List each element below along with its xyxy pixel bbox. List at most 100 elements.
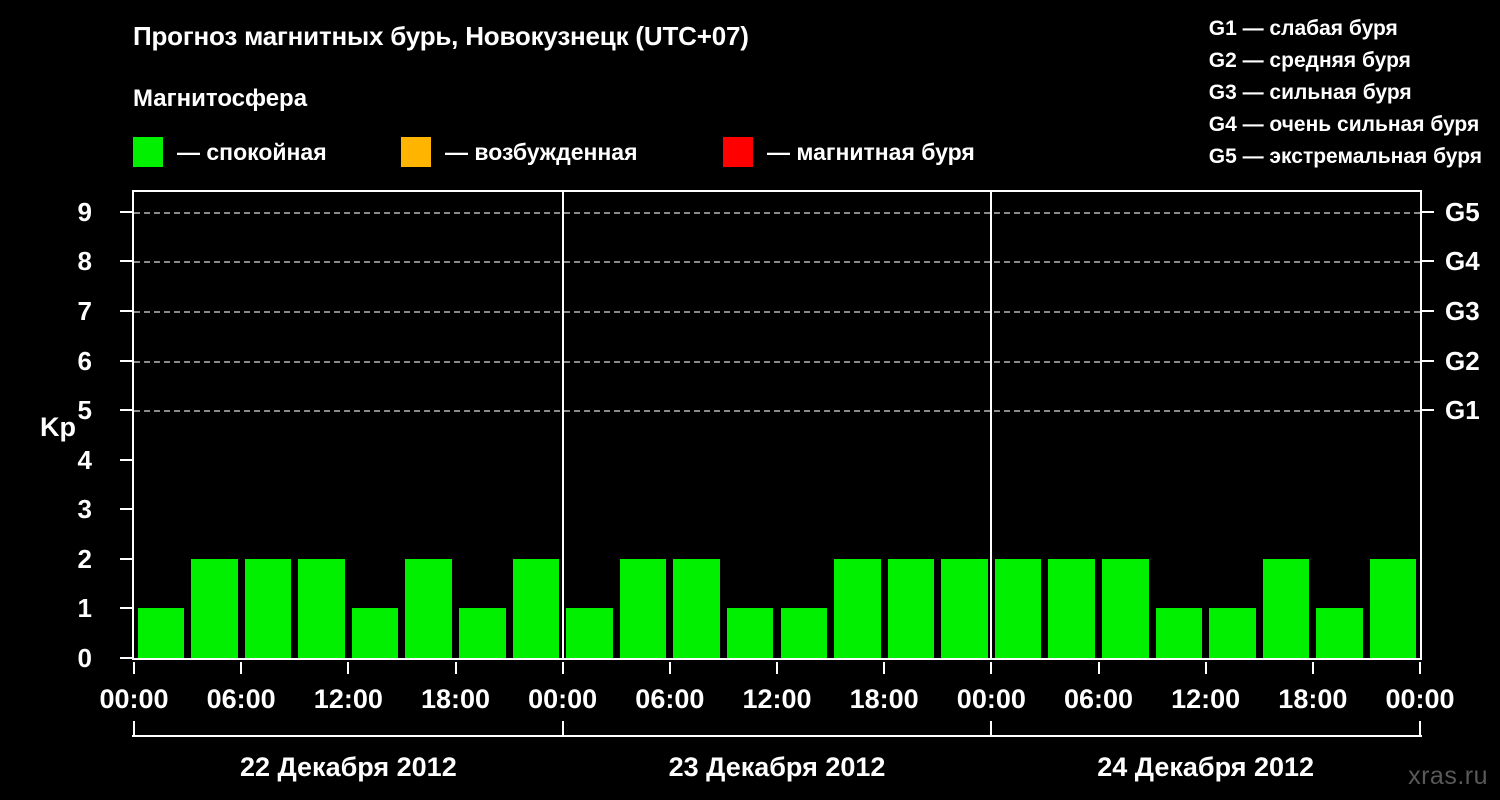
y-tick-label-6: 6 [77, 345, 92, 376]
page-title: Прогноз магнитных бурь, Новокузнецк (UTC… [133, 21, 749, 51]
y-tick-label-8: 8 [77, 246, 92, 277]
chart-plot-area [132, 190, 1422, 660]
y-tick-mark-4 [120, 458, 132, 461]
x-tick-mark [1097, 662, 1100, 674]
kp-bar [887, 558, 935, 658]
x-tick-mark [990, 662, 993, 674]
g-scale-code-g1: G1 [1208, 17, 1237, 40]
x-tick-mark [776, 662, 778, 674]
x-tick-label: 06:00 [1063, 684, 1134, 714]
x-tick-label: 00:00 [99, 684, 169, 714]
g-tick-mark-g4 [1422, 260, 1434, 263]
kp-bar [191, 558, 238, 658]
y-tick-mark-5 [120, 409, 132, 412]
g-scale-row-g2: G2 — средняя буря [1209, 45, 1482, 77]
x-tick-label: 12:00 [1171, 684, 1241, 714]
x-tick-label: 06:00 [206, 684, 276, 714]
kp-bar [512, 558, 560, 658]
kp-bar [1262, 558, 1310, 658]
g-tick-mark-g3 [1422, 309, 1434, 312]
x-tick-mark [1311, 662, 1314, 674]
x-tick-label: 18:00 [1278, 684, 1348, 714]
y-tick-label-3: 3 [77, 494, 92, 525]
x-tick-mark [133, 662, 135, 674]
g-scale-text-g5: — экстремальная буря [1236, 145, 1482, 168]
x-tick-label: 18:00 [849, 684, 919, 714]
gridline-kp-5 [134, 410, 1420, 413]
kp-bar [941, 558, 988, 658]
kp-bar [673, 558, 720, 658]
date-band-tick [990, 721, 993, 737]
y-tick-label-1: 1 [77, 593, 92, 624]
x-tick-mark [454, 662, 457, 674]
x-tick-mark [668, 662, 671, 674]
g-scale-row-g5: G5 — экстремальная буря [1209, 141, 1482, 173]
x-tick-label: 00:00 [528, 684, 598, 714]
g-scale-text-g4: — очень сильная буря [1236, 113, 1480, 136]
day-separator [990, 192, 993, 658]
legend-swatch-storm [723, 137, 753, 167]
g-axis-label-g1: G1 [1445, 395, 1480, 426]
kp-bar [1369, 558, 1417, 658]
g-scale-code-g5: G5 [1208, 145, 1237, 168]
kp-bar [566, 608, 613, 658]
y-tick-label-5: 5 [77, 395, 92, 426]
date-band-tick [133, 721, 135, 737]
kp-bar [1048, 558, 1095, 658]
g-axis-label-g4: G4 [1445, 246, 1480, 277]
legend-swatch-calm [133, 137, 163, 167]
day-separator [561, 192, 564, 658]
condition-legend-item-unsettled: — возбужденная [401, 132, 638, 172]
gridline-kp-9 [134, 211, 1420, 214]
condition-legend-item-calm: — спокойная [133, 132, 327, 172]
x-tick-mark [347, 662, 350, 674]
g-tick-mark-g2 [1422, 359, 1434, 362]
y-tick-label-2: 2 [77, 543, 92, 574]
y-tick-mark-6 [120, 359, 132, 362]
kp-bar [405, 558, 452, 658]
legend-label-unsettled: — возбужденная [445, 138, 638, 165]
g-scale-row-g3: G3 — сильная буря [1209, 77, 1482, 109]
y-tick-mark-2 [120, 557, 132, 560]
g-tick-mark-g5 [1422, 210, 1434, 213]
x-tick-mark [561, 662, 564, 674]
kp-bar [1209, 608, 1256, 658]
watermark: xras.ru [1408, 762, 1488, 790]
date-label: 24 Декабря 2012 [1097, 752, 1315, 782]
g-axis-label-g3: G3 [1445, 295, 1480, 326]
y-tick-label-7: 7 [77, 295, 92, 326]
g-scale-text-g2: — средняя буря [1236, 49, 1411, 72]
kp-bar [244, 558, 292, 658]
kp-bar [834, 558, 881, 658]
legend-swatch-unsettled [401, 137, 431, 167]
date-label: 23 Декабря 2012 [668, 752, 886, 782]
y-tick-label-4: 4 [77, 444, 92, 475]
x-tick-label: 18:00 [420, 684, 491, 714]
kp-bar [1155, 608, 1203, 658]
kp-bar [780, 608, 828, 658]
kp-bar [1316, 608, 1363, 658]
g-scale-code-g3: G3 [1208, 81, 1237, 104]
y-tick-label-0: 0 [77, 643, 92, 673]
g-scale-code-g4: G4 [1208, 113, 1237, 136]
y-tick-mark-1 [120, 607, 132, 610]
date-band-tick [1419, 721, 1421, 737]
g-scale-legend: G1 — слабая буря G2 — средняя буря G3 — си… [1209, 13, 1482, 173]
legend-label-calm: — спокойная [177, 138, 327, 165]
y-tick-mark-9 [120, 210, 132, 213]
x-tick-label: 12:00 [313, 684, 383, 714]
gridline-kp-7 [134, 310, 1420, 313]
x-tick-label: 06:00 [635, 684, 705, 714]
x-tick-label: 12:00 [742, 684, 812, 714]
kp-bar [351, 608, 399, 658]
kp-bar [298, 558, 345, 658]
y-tick-mark-8 [120, 260, 132, 263]
date-band-tick [561, 721, 564, 737]
kp-bar [994, 558, 1042, 658]
date-band-line [132, 735, 1422, 737]
g-scale-row-g4: G4 — очень сильная буря [1209, 109, 1482, 141]
legend-label-storm: — магнитная буря [767, 138, 975, 165]
y-axis-title: Kp [40, 412, 76, 442]
kp-bar [619, 558, 667, 658]
